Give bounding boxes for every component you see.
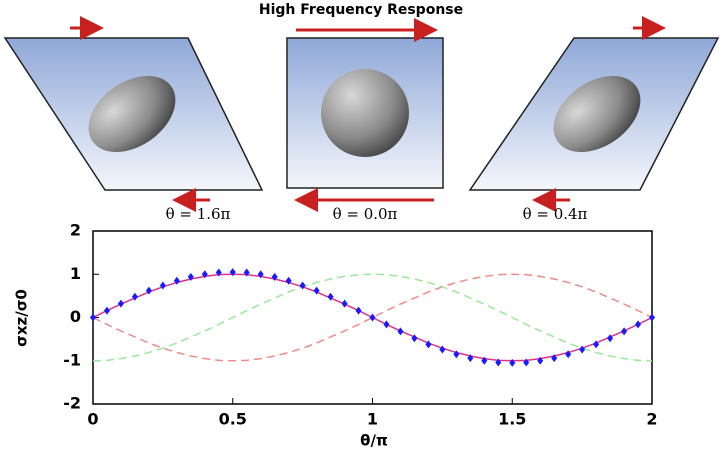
marker (215, 268, 222, 277)
y-tick-label: -1 (63, 350, 81, 369)
y-tick-label: 2 (70, 221, 81, 240)
marker (481, 356, 488, 365)
marker (397, 327, 404, 336)
marker (467, 354, 474, 363)
marker (649, 313, 655, 322)
marker (257, 270, 264, 279)
marker (341, 299, 348, 308)
y-tick-label: 1 (70, 264, 81, 283)
annotation: θ = 0.0π (333, 205, 398, 223)
marker (327, 292, 334, 301)
marker (187, 272, 194, 281)
marker (537, 356, 544, 365)
marker (551, 354, 558, 363)
marker (425, 340, 432, 349)
arrows (70, 16, 666, 212)
marker (299, 281, 306, 290)
marker (411, 334, 418, 343)
sphere (321, 69, 409, 157)
annotation: θ = 0.4π (523, 205, 588, 223)
x-tick-label: 1.5 (498, 410, 526, 429)
marker (621, 327, 628, 336)
x-axis-label: θ/π (360, 432, 388, 450)
marker (117, 299, 124, 308)
series-line (92, 273, 653, 362)
marker (495, 358, 502, 367)
marker (523, 358, 530, 367)
marker (313, 286, 320, 295)
y-tick-label: 0 (70, 307, 81, 326)
x-tick-label: 1 (367, 410, 378, 429)
marker (383, 320, 390, 329)
y-tick-label: -2 (63, 394, 81, 413)
marker (271, 272, 278, 281)
marker (243, 268, 250, 277)
marker (201, 270, 208, 279)
marker (131, 292, 138, 301)
marker (229, 268, 236, 277)
ellipsoid (88, 75, 176, 153)
annotation: θ = 1.6π (166, 205, 231, 223)
marker (607, 334, 614, 343)
marker (285, 276, 292, 285)
marker (369, 313, 376, 322)
chart-title: High Frequency Response (259, 2, 463, 18)
x-tick-label: 0.5 (219, 410, 247, 429)
marker (159, 281, 166, 290)
marker (90, 313, 96, 322)
marker (173, 276, 180, 285)
marker (635, 320, 642, 329)
marker (453, 350, 460, 359)
y-axis-label: σxz/σ0 (13, 289, 31, 347)
ellipsoid (553, 75, 641, 153)
shear-panels: θ = 1.6π θ = 0.0π θ = 0.4π (3, 16, 720, 223)
marker (103, 306, 110, 315)
marker (579, 345, 586, 354)
marker (565, 350, 572, 359)
x-tick-label: 2 (646, 410, 657, 429)
marker (145, 286, 152, 295)
marker (593, 340, 600, 349)
marker (509, 358, 516, 367)
marker (439, 345, 446, 354)
x-tick-label: 0 (87, 410, 98, 429)
marker (355, 306, 362, 315)
